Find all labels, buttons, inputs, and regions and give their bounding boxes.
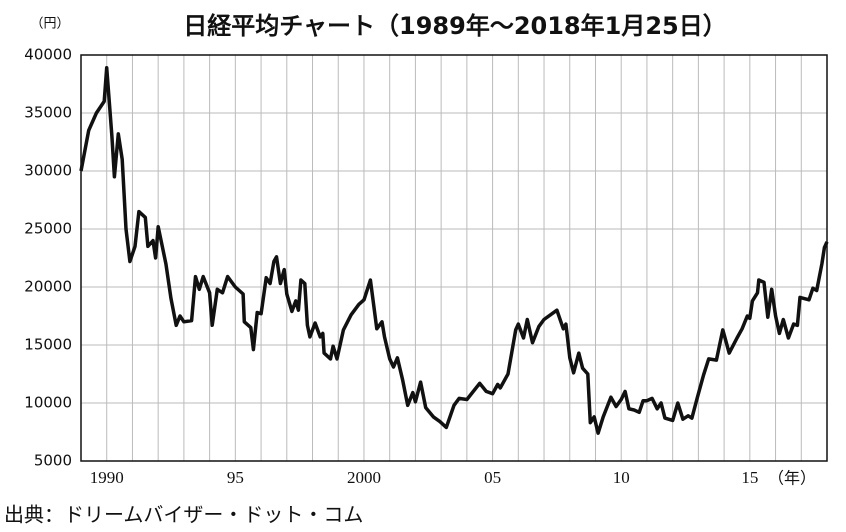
y-tick-label: 20000 bbox=[24, 278, 72, 296]
plot-frame bbox=[80, 54, 828, 462]
y-tick-label: 10000 bbox=[24, 394, 72, 412]
x-tick-label: 15 bbox=[741, 468, 758, 487]
y-tick-label: 25000 bbox=[24, 220, 72, 238]
y-tick-label: 5000 bbox=[34, 452, 72, 470]
x-unit: （年） bbox=[768, 469, 816, 488]
x-tick-label: 1990 bbox=[90, 468, 124, 487]
x-tick-label: 95 bbox=[227, 468, 244, 487]
y-unit: （円） bbox=[30, 17, 69, 32]
x-tick-label: 2000 bbox=[347, 468, 381, 487]
x-tick-label: 10 bbox=[613, 468, 630, 487]
y-tick-label: 30000 bbox=[24, 162, 72, 180]
x-tick-label: 05 bbox=[484, 468, 501, 487]
y-tick-label: 40000 bbox=[24, 46, 72, 64]
chart-title: 日経平均チャート（1989年～2018年1月25日） bbox=[183, 12, 726, 40]
source: 出典：ドリームバイザー・ドット・コム bbox=[4, 503, 363, 527]
price-line bbox=[79, 66, 829, 435]
y-tick-label: 15000 bbox=[24, 336, 72, 354]
y-tick-label: 35000 bbox=[24, 104, 72, 122]
